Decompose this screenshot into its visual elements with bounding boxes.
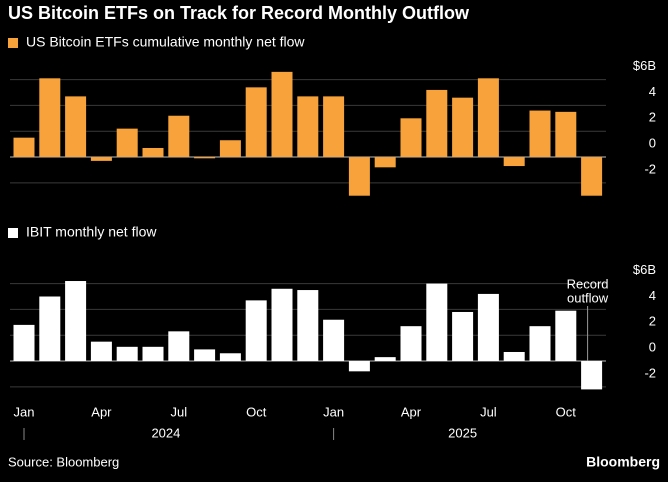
bar — [194, 349, 216, 362]
y-tick-label: $6B — [633, 58, 656, 73]
y-tick-label: 4 — [649, 84, 656, 99]
y-tick-label: 0 — [649, 339, 656, 354]
bar — [323, 319, 345, 362]
bar — [297, 96, 319, 158]
y-tick-label: 2 — [649, 314, 656, 329]
bar — [116, 346, 138, 362]
bar — [65, 96, 87, 158]
bar — [142, 147, 164, 158]
legend-swatch — [8, 38, 18, 48]
bar — [503, 351, 525, 362]
year-label: 2024 — [151, 425, 180, 440]
bar — [426, 89, 448, 158]
bar — [271, 71, 293, 158]
bar — [452, 311, 474, 362]
bar — [323, 96, 345, 158]
y-tick-label: 4 — [649, 288, 656, 303]
bar — [297, 290, 319, 362]
bar — [581, 157, 603, 196]
bar — [555, 111, 577, 158]
bar — [400, 326, 422, 362]
bar — [90, 157, 112, 161]
legend-label: IBIT monthly net flow — [26, 224, 157, 240]
bar — [581, 361, 603, 390]
bar — [65, 281, 87, 362]
legend-swatch — [8, 228, 18, 238]
bar — [477, 293, 499, 362]
bar — [219, 140, 241, 158]
x-tick-label: Jan — [323, 404, 344, 419]
x-tick-label: Jan — [14, 404, 35, 419]
bar — [400, 118, 422, 158]
bar — [426, 283, 448, 362]
source: Source: Bloomberg — [8, 454, 119, 469]
x-tick-label: Apr — [401, 404, 422, 419]
bar — [348, 361, 370, 372]
y-tick-label: 2 — [649, 110, 656, 125]
brand: Bloomberg — [586, 454, 660, 470]
x-tick-label: Jul — [170, 404, 187, 419]
x-tick-label: Oct — [246, 404, 267, 419]
bar — [374, 357, 396, 362]
y-tick-label: -2 — [644, 365, 656, 380]
bar — [90, 341, 112, 362]
bar — [13, 324, 35, 362]
y-tick-label: 0 — [649, 135, 656, 150]
legend-label: US Bitcoin ETFs cumulative monthly net f… — [26, 34, 305, 50]
bar — [245, 87, 267, 158]
year-label: 2025 — [448, 425, 477, 440]
bar — [374, 157, 396, 168]
bar — [219, 353, 241, 362]
bar — [194, 157, 216, 159]
bar — [477, 78, 499, 158]
bar — [168, 331, 190, 362]
bar — [245, 300, 267, 362]
x-tick-label: Jul — [480, 404, 497, 419]
x-tick-label: Oct — [556, 404, 577, 419]
bar — [168, 115, 190, 158]
bar — [452, 97, 474, 158]
annotation: Record — [567, 276, 609, 291]
x-tick-label: Apr — [91, 404, 112, 419]
bar — [529, 110, 551, 158]
bar — [503, 157, 525, 167]
annotation: outflow — [567, 290, 609, 305]
bar — [555, 310, 577, 362]
bar — [116, 128, 138, 158]
chart-title: US Bitcoin ETFs on Track for Record Mont… — [8, 3, 470, 23]
y-tick-label: $6B — [633, 262, 656, 277]
bar — [39, 296, 61, 362]
bar — [39, 78, 61, 158]
bar — [529, 326, 551, 362]
bar — [271, 288, 293, 362]
bar — [13, 137, 35, 158]
bar — [142, 346, 164, 362]
y-tick-label: -2 — [644, 161, 656, 176]
bar — [348, 157, 370, 196]
